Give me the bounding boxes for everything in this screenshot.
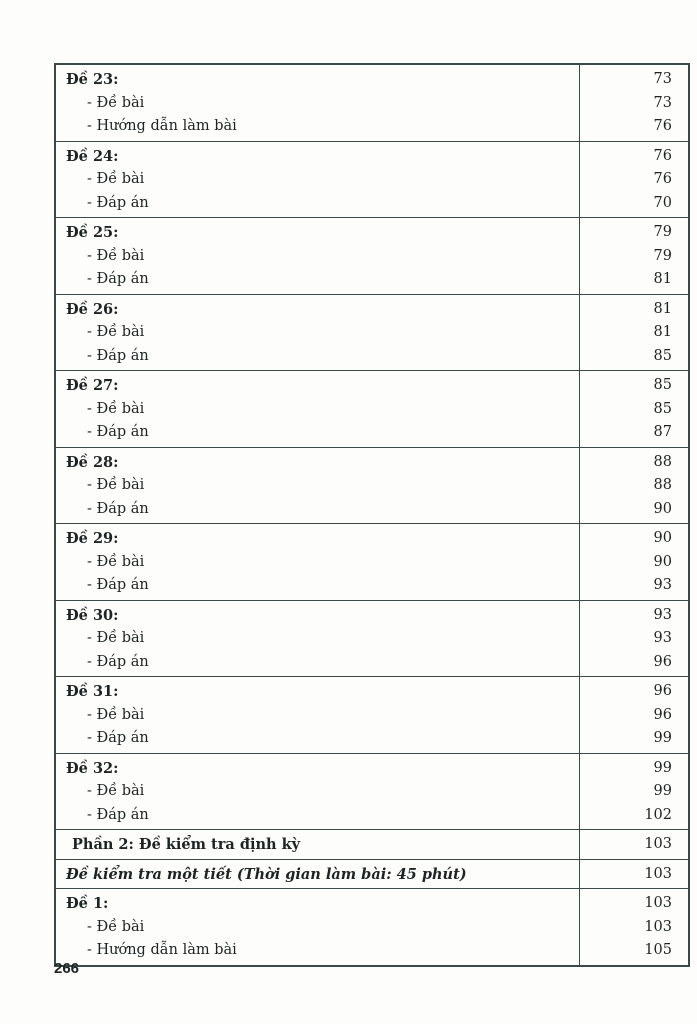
page-number: 266 [54, 960, 80, 977]
toc-group: Đề 23: - Đề bài - Hướng dẫn làm bài 73 73 76 [54, 63, 690, 142]
toc-entry-title: Đề 29: [66, 530, 119, 547]
toc-subentry: - Đáp án [87, 806, 149, 823]
toc-page-number: 99 [653, 783, 672, 799]
toc-group: Đề 1: - Đề bài - Hướng dẫn làm bài 103 103 10… [54, 888, 690, 966]
toc-entry-title: Đề 23: [66, 71, 119, 88]
toc-entry-title: Đề 32: [66, 759, 119, 777]
toc-page-number: 90 [653, 500, 672, 517]
toc-page-number: 73 [653, 71, 672, 87]
toc-page-number: 99 [653, 759, 672, 776]
toc-page-number: 88 [653, 453, 672, 470]
toc-page-number: 93 [653, 606, 672, 623]
toc-page-number: 103 [644, 918, 672, 935]
toc-subentry: - Hướng dẫn làm bài [87, 118, 237, 134]
toc-page-number: 90 [653, 553, 672, 570]
toc-group: Đề 30: - Đề bài - Đáp án 93 93 96 [54, 599, 690, 677]
toc-subentry: - Đề bài [87, 94, 145, 111]
toc-subentry: - Đáp án [87, 653, 149, 670]
toc-page-number: 96 [653, 683, 672, 699]
toc-page-number: 93 [653, 577, 672, 593]
toc-page-number: 87 [653, 424, 672, 440]
toc-section-row: Phần 2: Đề kiểm tra định kỳ 103 [54, 829, 690, 860]
toc-subentry: - Đề bài [87, 918, 145, 935]
toc-page-number: 81 [653, 300, 672, 317]
toc-entry-title: Đề 31: [66, 683, 119, 700]
toc-subentry: - Đề bài [87, 630, 145, 646]
toc-entry-title: Đề 27: [66, 377, 119, 394]
toc-subentry: - Đáp án [87, 500, 149, 517]
toc-page-number: 81 [653, 324, 672, 340]
toc-subentry: - Đề bài [87, 247, 145, 264]
toc-subentry: - Đáp án [87, 424, 149, 440]
toc-page-number: 70 [653, 194, 672, 211]
toc-group: Đề 28: - Đề bài - Đáp án 88 88 90 [54, 446, 690, 524]
toc-entry-title: Đề 25: [66, 224, 119, 241]
toc-subentry: - Đề bài [87, 400, 145, 417]
toc-page-number: 88 [653, 477, 672, 493]
toc-page-number: 76 [653, 147, 672, 164]
toc-page-number: 99 [653, 730, 672, 746]
toc-page-number: 103 [644, 836, 672, 852]
toc-subentry: - Hướng dẫn làm bài [87, 942, 237, 958]
toc-page-number: 85 [653, 400, 672, 417]
toc-page-number: 73 [653, 94, 672, 111]
toc-subentry: - Đề bài [87, 477, 145, 493]
section-title: Phần 2: Đề kiểm tra định kỳ [72, 836, 301, 853]
toc-subentry: - Đề bài [87, 553, 145, 570]
toc-group: Đề 26: - Đề bài - Đáp án 81 81 85 [54, 293, 690, 371]
toc-entry-title: Đề 30: [66, 606, 119, 624]
toc-subentry: - Đề bài [87, 783, 145, 799]
toc-page-number: 93 [653, 630, 672, 646]
toc-page-number: 96 [653, 653, 672, 670]
toc-subentry: - Đáp án [87, 347, 149, 364]
toc-page-number: 102 [644, 806, 672, 823]
toc-page-number: 103 [644, 865, 672, 882]
toc-page-number: 76 [653, 118, 672, 134]
toc-group: Đề 24: - Đề bài - Đáp án 76 76 70 [54, 140, 690, 218]
toc-subentry: - Đề bài [87, 324, 145, 340]
toc-subentry: - Đáp án [87, 730, 149, 746]
toc-page-number: 85 [653, 377, 672, 393]
toc-page-number: 103 [644, 895, 672, 911]
table-of-contents: Đề 23: - Đề bài - Hướng dẫn làm bài 73 73 76 Đ… [54, 63, 690, 967]
toc-page-number: 105 [644, 942, 672, 958]
toc-page-number: 85 [653, 347, 672, 364]
toc-group: Đề 32: - Đề bài - Đáp án 99 99 102 [54, 752, 690, 830]
toc-page-number: 76 [653, 171, 672, 187]
toc-group: Đề 31: - Đề bài - Đáp án 96 96 99 [54, 676, 690, 754]
toc-entry-title: Đề 26: [66, 300, 119, 318]
toc-page-number: 96 [653, 706, 672, 723]
toc-page-number: 81 [653, 271, 672, 287]
toc-page-number: 90 [653, 530, 672, 546]
toc-subentry: - Đáp án [87, 577, 149, 593]
toc-entry-title: Đề 28: [66, 453, 119, 471]
toc-group: Đề 27: - Đề bài - Đáp án 85 85 87 [54, 370, 690, 448]
toc-subentry: - Đáp án [87, 271, 149, 287]
toc-subentry: - Đề bài [87, 706, 145, 723]
toc-page-number: 79 [653, 247, 672, 264]
toc-subentry: - Đề bài [87, 171, 145, 187]
toc-entry-title: Đề 24: [66, 147, 119, 165]
toc-subentry: - Đáp án [87, 194, 149, 211]
toc-entry-title: Đề 1: [66, 895, 109, 912]
toc-subsection-row: Đề kiểm tra một tiết (Thời gian làm bài:… [54, 858, 690, 889]
subsection-title: Đề kiểm tra một tiết (Thời gian làm bài:… [66, 865, 467, 883]
toc-group: Đề 25: - Đề bài - Đáp án 79 79 81 [54, 217, 690, 295]
toc-page-number: 79 [653, 224, 672, 240]
toc-group: Đề 29: - Đề bài - Đáp án 90 90 93 [54, 523, 690, 601]
